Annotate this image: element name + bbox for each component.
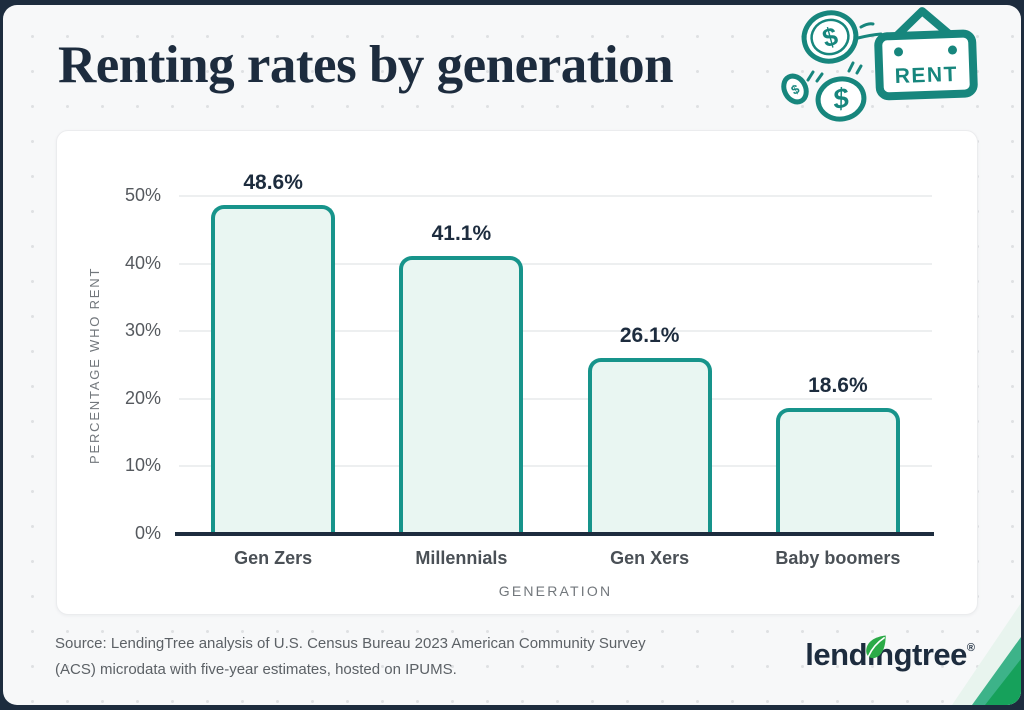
corner-ribbon [952, 603, 1021, 705]
gridline [179, 330, 932, 333]
gridline [179, 195, 932, 197]
svg-text:RENT: RENT [894, 63, 958, 88]
infographic-canvas: Renting rates by generation RENT $ [3, 5, 1021, 705]
bar-chart-plot: 0% 10% 20% 30% 40% 50% 48.6% Gen Zers 41.1% Mille… [125, 171, 934, 568]
y-tick-label: 10% [124, 455, 161, 476]
page-title: Renting rates by generation [58, 36, 674, 94]
x-category-label: Gen Zers [234, 548, 313, 568]
bar-value-label: 18.6% [808, 374, 868, 398]
x-category-label: Gen Xers [610, 548, 690, 568]
bar-value-label: 26.1% [619, 323, 680, 347]
x-axis-title: GENERATION [498, 583, 613, 599]
leaf-icon [866, 635, 887, 659]
coin-icon: $ [815, 76, 867, 122]
bar-value-label: 41.1% [431, 222, 492, 246]
coin-icon: $ [801, 10, 859, 64]
rent-sign-icon: RENT [874, 7, 978, 101]
x-category-label: Baby boomers [775, 548, 901, 568]
y-tick-label: 30% [124, 320, 161, 341]
y-tick-label: 50% [124, 185, 161, 205]
y-tick-label: 0% [134, 523, 161, 543]
x-axis-line [175, 532, 934, 536]
bar [587, 357, 712, 534]
y-tick-label: 20% [124, 387, 161, 408]
bar-value-label: 48.6% [243, 171, 303, 195]
money-rent-illustration: RENT $ $ [765, 7, 995, 125]
y-tick-label: 40% [124, 252, 161, 273]
bar [775, 408, 900, 534]
coin-icon: $ [781, 73, 809, 105]
svg-text:$: $ [830, 82, 852, 115]
gridline [179, 465, 932, 468]
registered-mark: ® [966, 642, 975, 654]
x-category-label: Millennials [415, 548, 508, 568]
y-axis-title: PERCENTAGE WHO RENT [87, 266, 102, 464]
bar [211, 205, 336, 534]
source-note: Source: LendingTree analysis of U.S. Cen… [55, 635, 646, 678]
bar [399, 256, 524, 534]
gridline [179, 262, 932, 265]
gridline [179, 397, 932, 400]
brand-name: lendingtree [805, 637, 967, 672]
chart-card: PERCENTAGE WHO RENT 0% 10% 20% 30% 40% 50% 48.… [56, 130, 978, 615]
lendingtree-logo: lendingtree® [805, 635, 975, 673]
coins-and-rent-sign-icon: RENT $ $ [781, 7, 978, 122]
